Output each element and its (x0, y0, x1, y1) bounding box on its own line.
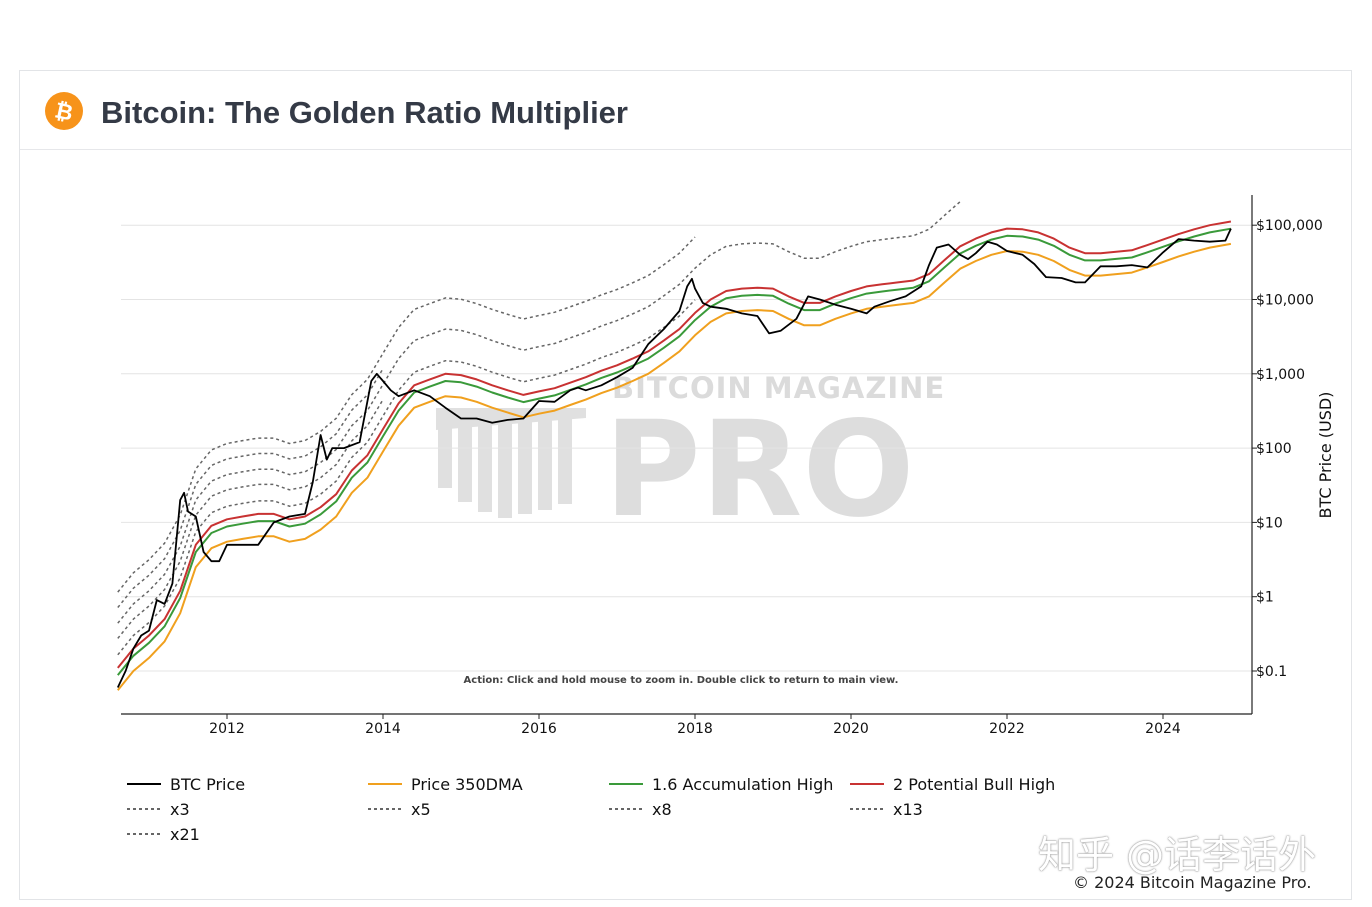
legend-label: Price 350DMA (411, 775, 523, 794)
legend-label: x13 (893, 800, 923, 819)
watermark-small-text: BITCOIN MAGAZINE (612, 371, 945, 405)
grid-lines (121, 224, 1252, 672)
legend-label: 2 Potential Bull High (893, 775, 1055, 794)
card-header: ₿ Bitcoin: The Golden Ratio Multiplier (20, 71, 1351, 150)
watermark-logo-icon (436, 408, 586, 518)
bitcoin-symbol-icon: ₿ (52, 98, 75, 126)
legend-item-x3[interactable]: x3 (127, 800, 190, 819)
legend-item-btc-price[interactable]: BTC Price (127, 775, 245, 794)
y-tick-label: $1 (1256, 590, 1274, 606)
zhihu-watermark: 知乎 @话李话外 (1038, 833, 1317, 877)
y-tick-label: $100 (1256, 441, 1292, 457)
y-tick-label: $0.1 (1256, 664, 1287, 680)
legend-label: BTC Price (170, 775, 245, 794)
series-line-x3[interactable] (117, 299, 696, 656)
axes: $0.1 $1 $10 $100 $1,000 $10,000 $100,000 2012 20… (121, 195, 1323, 737)
series-line-price-350dma[interactable] (117, 242, 1232, 691)
x-tick-label: 2022 (989, 721, 1025, 737)
x-tick-label: 2020 (833, 721, 869, 737)
zoom-hint: Action: Click and hold mouse to zoom in.… (464, 675, 899, 686)
legend-item-x5[interactable]: x5 (368, 800, 431, 819)
watermark-big-text: PRO (604, 393, 915, 547)
y-tick-label: $1,000 (1256, 367, 1305, 383)
legend-item-price-350dma[interactable]: Price 350DMA (368, 775, 523, 794)
series-line-x5[interactable] (117, 399, 384, 639)
series-group (116, 201, 1232, 691)
series-line-1-6-accumulation-high[interactable] (117, 227, 1232, 676)
legend-item-2-potential-bull-high[interactable]: 2 Potential Bull High (850, 775, 1055, 794)
x-tick-label: 2018 (677, 721, 713, 737)
legend-label: x5 (411, 800, 431, 819)
series-line-x21[interactable] (117, 236, 696, 593)
legend-item-x13[interactable]: x13 (850, 800, 923, 819)
legend-label: x8 (652, 800, 672, 819)
series-line-x13[interactable] (117, 368, 384, 608)
bitcoin-logo-icon: ₿ (45, 92, 83, 130)
copyright: © 2024 Bitcoin Magazine Pro. (1073, 873, 1312, 892)
legend-label: 1.6 Accumulation High (652, 775, 833, 794)
y-tick-label: $10 (1256, 515, 1283, 531)
y-tick-label: $10,000 (1256, 293, 1314, 309)
y-axis-title: BTC Price (USD) (1316, 392, 1335, 519)
chart-card: ₿ Bitcoin: The Golden Ratio Multiplier (19, 70, 1352, 900)
legend-item-1-6-accumulation-high[interactable]: 1.6 Accumulation High (609, 775, 833, 794)
legend-label: x21 (170, 825, 200, 844)
x-tick-label: 2012 (209, 721, 245, 737)
watermark: BITCOIN MAGAZINE PRO (436, 371, 945, 547)
x-tick-label: 2024 (1145, 721, 1181, 737)
y-tick-label: $100,000 (1256, 218, 1323, 234)
legend-item-x8[interactable]: x8 (609, 800, 672, 819)
legend-item-x21[interactable]: x21 (127, 825, 200, 844)
series-line-btc-price[interactable] (116, 228, 1232, 688)
svg-text:₿: ₿ (52, 98, 75, 126)
chart-legend[interactable]: BTC Price Price 350DMA 1.6 Accumulation Hi… (127, 775, 1055, 844)
legend-label: x3 (170, 800, 190, 819)
x-tick-label: 2014 (365, 721, 401, 737)
series-line-2-potential-bull-high[interactable] (117, 220, 1232, 669)
x-tick-label: 2016 (521, 721, 557, 737)
page-title: Bitcoin: The Golden Ratio Multiplier (101, 95, 628, 130)
